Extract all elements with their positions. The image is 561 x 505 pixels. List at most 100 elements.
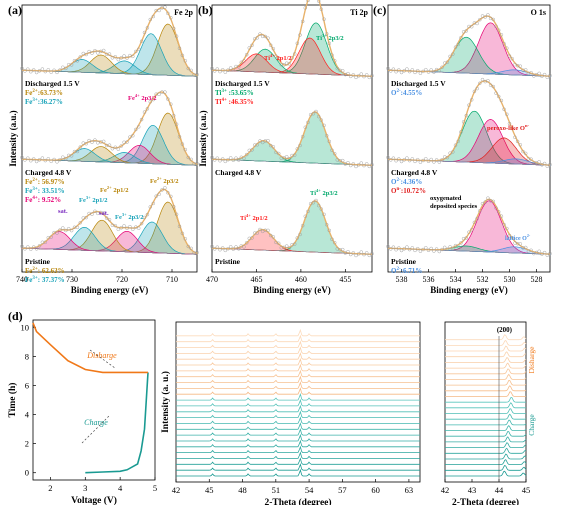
raw-data-point <box>496 28 501 32</box>
raw-data-point <box>332 151 337 156</box>
raw-data-point <box>58 68 62 72</box>
raw-data-point <box>148 205 153 209</box>
raw-data-point <box>26 67 30 71</box>
raw-data-point <box>258 227 262 232</box>
xrd-zoom-pattern <box>445 464 527 471</box>
raw-data-point <box>171 204 176 209</box>
state-name: Discharged 1.5 V <box>391 79 446 88</box>
raw-data-point <box>356 74 361 78</box>
raw-data-point <box>507 233 512 238</box>
raw-data-point <box>183 147 188 152</box>
x-tick-label: 534 <box>450 275 462 284</box>
x-tick-label: 2 <box>48 483 52 493</box>
raw-data-point <box>96 51 100 55</box>
raw-data-point <box>364 251 369 255</box>
raw-data-point <box>157 192 161 197</box>
raw-data-point <box>292 153 297 157</box>
raw-data-point <box>268 43 273 47</box>
raw-data-point <box>215 156 220 160</box>
xrd-pattern <box>176 416 420 424</box>
raw-data-point <box>451 52 455 56</box>
raw-data-point <box>64 66 68 71</box>
raw-data-point <box>494 206 498 210</box>
raw-data-point <box>545 75 550 80</box>
fit-envelope <box>21 188 198 254</box>
raw-data-point <box>231 247 236 251</box>
raw-data-point <box>421 247 425 252</box>
raw-data-point <box>405 67 409 71</box>
raw-data-point <box>171 26 176 31</box>
raw-data-point <box>542 250 547 255</box>
raw-data-point <box>413 159 417 164</box>
raw-data-point <box>386 66 390 71</box>
raw-data-point <box>507 54 512 58</box>
raw-data-point <box>505 112 509 117</box>
xrd-pattern <box>176 410 420 418</box>
raw-data-point <box>540 163 544 167</box>
raw-data-point <box>537 160 541 164</box>
raw-data-point <box>364 162 369 166</box>
raw-data-point <box>136 226 141 230</box>
raw-data-point <box>303 125 308 130</box>
state-name: Charged 4.8 V <box>215 168 262 177</box>
plot-frame <box>175 321 421 483</box>
raw-data-point <box>212 69 217 73</box>
raw-data-point <box>142 215 147 220</box>
raw-data-point <box>456 139 460 144</box>
raw-data-point <box>410 157 415 161</box>
raw-data-point <box>116 57 121 62</box>
raw-data-point <box>242 245 246 249</box>
raw-data-point <box>332 59 337 63</box>
raw-data-point <box>399 248 404 253</box>
peak-label: (200) <box>497 326 513 334</box>
state-percentage: On-:10.72% <box>391 187 426 195</box>
raw-data-point <box>448 151 452 155</box>
raw-data-point <box>180 53 185 58</box>
raw-data-point <box>362 163 366 168</box>
raw-data-point <box>101 139 106 144</box>
raw-data-point <box>324 222 329 227</box>
raw-data-point <box>499 214 504 218</box>
raw-data-point <box>537 71 541 76</box>
peak-annotation: Fe4+ 2p3/2 <box>128 93 156 102</box>
raw-data-point <box>542 161 547 166</box>
raw-data-point <box>386 244 390 249</box>
raw-data-point <box>29 158 33 163</box>
raw-data-point <box>244 152 249 157</box>
plot-frame <box>387 4 551 273</box>
raw-data-point <box>131 227 135 232</box>
x-tick-label: 42 <box>172 485 181 495</box>
y-axis-label: Intensity (a.u.) <box>198 110 208 166</box>
raw-data-point <box>151 14 156 19</box>
x-axis-label: Voltage (V) <box>71 495 117 505</box>
x-tick-label: 4 <box>118 483 123 493</box>
raw-data-point <box>356 252 361 256</box>
state-percentage: O2-:4.36% <box>391 178 422 186</box>
x-tick-label: 455 <box>339 275 351 284</box>
raw-data-point <box>255 231 260 235</box>
fit-envelope <box>212 0 372 77</box>
panel-d-xrd: 42 45 48 51 54 57 60 63 2-Theta (degree) Intensit… <box>160 321 421 505</box>
xrd-pattern <box>176 375 420 383</box>
raw-data-point <box>90 51 94 55</box>
raw-data-point <box>101 48 106 53</box>
raw-data-point <box>540 74 544 78</box>
peak-annotation: Fe2+ 2p1/2 <box>100 185 128 194</box>
raw-data-point <box>364 73 369 77</box>
raw-data-point <box>276 151 281 156</box>
raw-data-point <box>424 246 428 250</box>
component-peak <box>212 140 372 166</box>
raw-data-point <box>415 68 420 73</box>
panel-label: (a) <box>8 3 22 17</box>
raw-data-point <box>290 56 294 60</box>
raw-data-point <box>43 69 48 74</box>
arrow-line <box>81 414 111 444</box>
background-line <box>22 247 197 255</box>
raw-data-point <box>475 216 479 221</box>
raw-data-point <box>113 55 118 59</box>
raw-data-point <box>330 53 334 57</box>
panel-label: (b) <box>198 3 213 17</box>
raw-data-point <box>523 151 528 156</box>
raw-data-point <box>250 148 254 152</box>
raw-data-point <box>134 127 138 132</box>
